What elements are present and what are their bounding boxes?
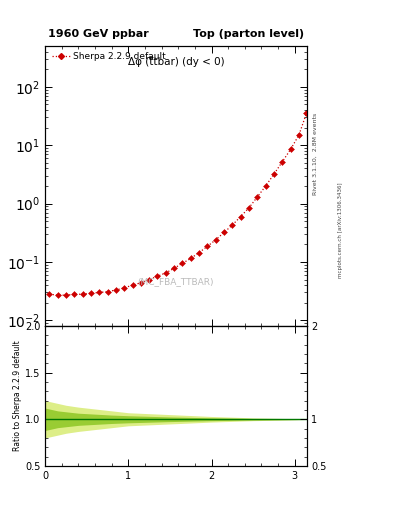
Text: Rivet 3.1.10,  2.8M events: Rivet 3.1.10, 2.8M events [312, 113, 318, 195]
Text: mcplots.cern.ch [arXiv:1306.3436]: mcplots.cern.ch [arXiv:1306.3436] [338, 183, 343, 278]
Legend: Sherpa 2.2.9 default: Sherpa 2.2.9 default [50, 51, 168, 63]
Text: (MC_FBA_TTBAR): (MC_FBA_TTBAR) [138, 276, 214, 286]
Text: Δφ (t̅tbar) (dy < 0): Δφ (t̅tbar) (dy < 0) [128, 57, 224, 67]
Text: 1960 GeV ppbar: 1960 GeV ppbar [48, 29, 149, 39]
Text: Top (parton level): Top (parton level) [193, 29, 304, 39]
Y-axis label: Ratio to Sherpa 2.2.9 default: Ratio to Sherpa 2.2.9 default [13, 340, 22, 451]
